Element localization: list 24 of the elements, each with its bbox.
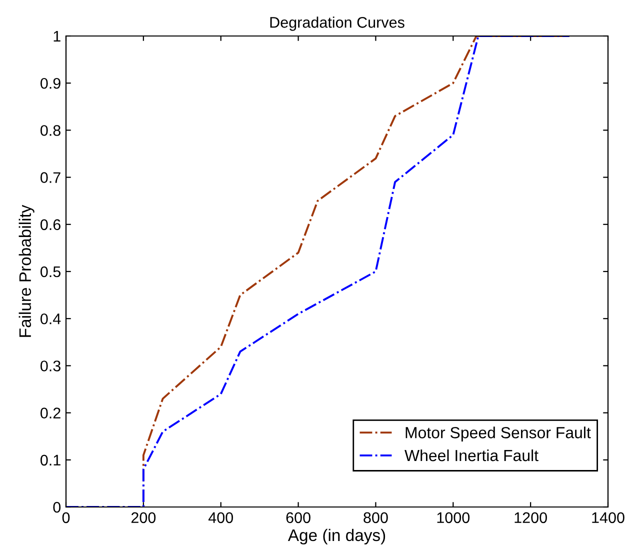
legend-label: Wheel Inertia Fault (404, 449, 538, 462)
x-tick-label: 600 (286, 512, 310, 524)
x-axis-title: Age (in days) (288, 528, 386, 544)
legend-label: Motor Speed Sensor Fault (406, 426, 591, 442)
y-tick-label: 0.8 (40, 125, 60, 136)
x-tick-label: 800 (364, 512, 388, 524)
y-axis-title: Failure Probability (18, 204, 34, 337)
x-tick-label: 1200 (514, 512, 547, 524)
y-tick-label: 0.1 (40, 454, 60, 466)
x-tick-label: 200 (131, 512, 156, 524)
x-tick-label: 400 (208, 512, 234, 524)
y-tick-label: 0.2 (40, 408, 60, 418)
y-tick-label: 0.5 (40, 266, 60, 278)
x-tick-label: 1000 (437, 512, 470, 524)
chart-title: Degradation Curves (270, 16, 404, 31)
y-tick-label: 0.7 (40, 172, 60, 183)
x-tick-label: 1400 (592, 512, 624, 524)
y-tick-label: 0 (53, 502, 61, 513)
y-tick-label: 0.6 (40, 219, 60, 230)
y-tick-label: 0.4 (40, 313, 61, 324)
y-tick-label: 0.3 (40, 360, 60, 372)
y-tick-label: 1 (54, 31, 60, 42)
x-tick-label: 0 (62, 512, 70, 524)
y-tick-label: 0.9 (40, 78, 60, 89)
